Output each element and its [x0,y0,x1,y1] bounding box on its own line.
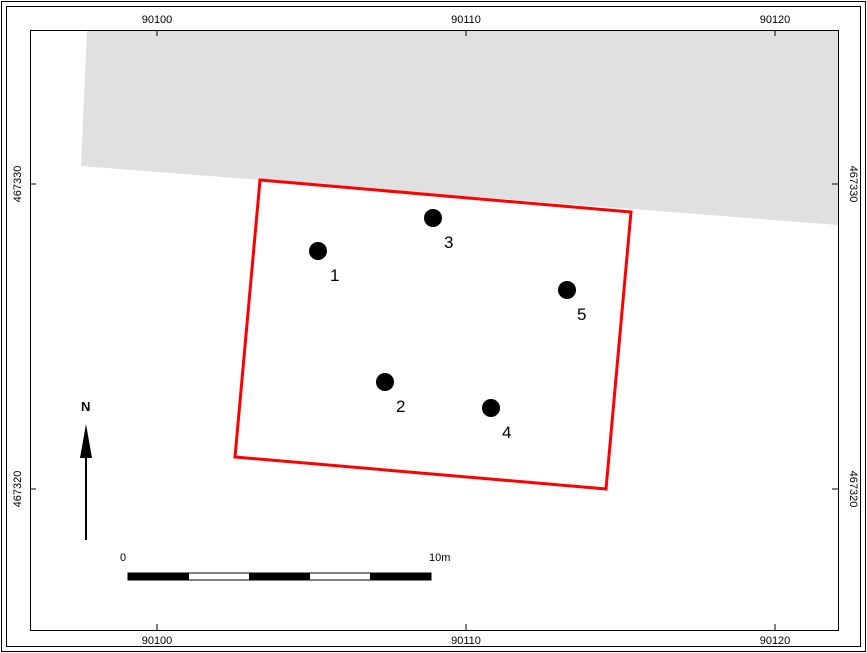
scale-bar-segment [370,573,431,580]
y-tick-label: 467330 [12,166,24,203]
x-tick-label: 90120 [760,635,791,647]
point-marker[interactable] [309,242,327,260]
survey-point-5[interactable]: 5 [558,281,586,324]
y-axis-left: 467330 467320 [12,166,36,508]
point-label: 5 [577,305,586,324]
north-arrow-head [80,424,92,458]
x-axis-bottom: 90100 90110 90120 [142,624,791,647]
scale-bar: 0 10m [120,552,450,581]
y-tick-label: 467320 [12,471,24,508]
north-label: N [81,399,90,414]
point-label: 3 [444,233,453,252]
outer-frame-inner [6,6,861,647]
point-label: 1 [330,266,339,285]
scale-start-label: 0 [120,552,126,564]
survey-boundary [233,178,633,491]
y-axis-right: 467330 467320 [832,166,859,508]
map-frame [30,30,839,631]
x-tick-label: 90120 [760,14,791,26]
survey-point-3[interactable]: 3 [424,209,453,252]
point-label: 2 [396,397,405,416]
scale-end-label: 10m [429,552,450,564]
x-axis-top: 90100 90110 90120 [142,14,791,36]
north-arrow: N [80,399,92,540]
point-marker[interactable] [558,281,576,299]
y-tick-label: 467320 [847,471,859,508]
x-tick-label: 90110 [451,635,481,647]
point-label: 4 [502,423,511,442]
point-marker[interactable] [424,209,442,227]
survey-point-1[interactable]: 1 [309,242,339,285]
scale-bar-segment [128,573,189,580]
scale-bar-segment [249,573,310,580]
y-tick-label: 467330 [847,166,859,203]
x-tick-label: 90100 [142,14,173,26]
x-tick-label: 90100 [142,635,173,647]
x-tick-label: 90110 [451,14,481,26]
point-marker[interactable] [376,373,394,391]
point-marker[interactable] [482,399,500,417]
building-area [81,30,838,225]
survey-point-2[interactable]: 2 [376,373,405,416]
survey-point-4[interactable]: 4 [482,399,511,442]
